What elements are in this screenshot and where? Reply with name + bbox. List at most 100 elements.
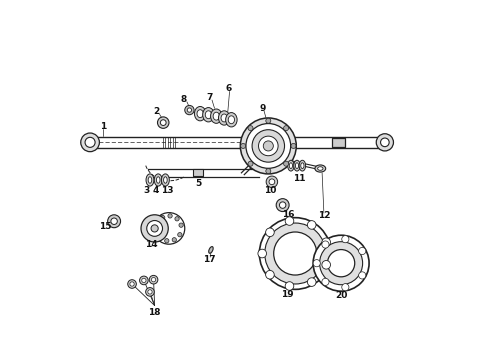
Ellipse shape — [228, 116, 235, 124]
Text: 20: 20 — [336, 291, 348, 300]
Text: 5: 5 — [195, 179, 201, 188]
Ellipse shape — [197, 110, 203, 118]
Circle shape — [158, 235, 162, 239]
Circle shape — [140, 276, 148, 285]
Circle shape — [322, 238, 331, 247]
Circle shape — [246, 123, 291, 168]
Circle shape — [266, 176, 278, 188]
Circle shape — [160, 120, 166, 126]
Circle shape — [266, 118, 271, 123]
Circle shape — [168, 214, 172, 218]
Text: 7: 7 — [206, 93, 212, 102]
Circle shape — [157, 117, 169, 129]
Circle shape — [307, 221, 316, 229]
Circle shape — [148, 290, 152, 294]
Bar — [194, 169, 203, 176]
Text: 8: 8 — [181, 95, 187, 104]
Circle shape — [108, 215, 121, 228]
Text: 14: 14 — [146, 240, 158, 249]
Ellipse shape — [288, 160, 294, 171]
Ellipse shape — [209, 247, 213, 253]
Circle shape — [269, 179, 275, 185]
Text: 4: 4 — [153, 186, 159, 195]
Ellipse shape — [315, 165, 326, 172]
Ellipse shape — [164, 177, 167, 183]
Circle shape — [142, 278, 146, 283]
Circle shape — [130, 282, 134, 286]
Circle shape — [381, 138, 389, 147]
Text: 2: 2 — [153, 107, 159, 116]
Circle shape — [279, 202, 286, 208]
Circle shape — [252, 130, 285, 162]
Circle shape — [342, 235, 349, 243]
Circle shape — [155, 221, 160, 225]
Ellipse shape — [301, 163, 304, 168]
Ellipse shape — [148, 177, 152, 183]
Ellipse shape — [295, 163, 298, 168]
Ellipse shape — [299, 160, 306, 171]
Circle shape — [111, 218, 117, 225]
Circle shape — [291, 143, 296, 148]
Ellipse shape — [289, 163, 293, 168]
Circle shape — [284, 161, 289, 166]
Ellipse shape — [211, 109, 222, 123]
Ellipse shape — [195, 107, 206, 121]
Text: 1: 1 — [100, 122, 106, 131]
Circle shape — [266, 228, 274, 237]
Circle shape — [319, 242, 363, 285]
Text: 12: 12 — [318, 211, 330, 220]
Circle shape — [307, 278, 316, 287]
Circle shape — [284, 126, 289, 131]
Circle shape — [359, 247, 366, 255]
Ellipse shape — [203, 108, 214, 122]
Circle shape — [81, 133, 99, 152]
Circle shape — [175, 217, 179, 221]
Circle shape — [141, 215, 168, 242]
Ellipse shape — [318, 167, 323, 170]
Circle shape — [149, 275, 158, 284]
Circle shape — [376, 134, 393, 151]
Circle shape — [240, 118, 296, 174]
Circle shape — [342, 284, 349, 291]
Ellipse shape — [154, 174, 162, 186]
Circle shape — [266, 270, 274, 279]
Circle shape — [285, 217, 294, 225]
Circle shape — [263, 141, 273, 151]
Text: 16: 16 — [282, 210, 294, 219]
Circle shape — [313, 260, 320, 267]
Circle shape — [322, 261, 331, 269]
Circle shape — [313, 235, 369, 291]
Circle shape — [274, 232, 317, 275]
Circle shape — [259, 218, 331, 289]
Ellipse shape — [294, 160, 300, 171]
Circle shape — [172, 238, 176, 242]
Text: 10: 10 — [264, 186, 276, 195]
Circle shape — [165, 239, 169, 243]
Text: 18: 18 — [148, 308, 161, 317]
Circle shape — [241, 143, 245, 148]
Circle shape — [151, 278, 156, 282]
Circle shape — [248, 126, 253, 131]
Circle shape — [154, 229, 159, 233]
Circle shape — [178, 233, 182, 237]
Text: 3: 3 — [143, 186, 149, 195]
Circle shape — [327, 249, 355, 277]
Circle shape — [265, 223, 326, 284]
Circle shape — [266, 168, 271, 174]
Circle shape — [359, 272, 366, 279]
Circle shape — [151, 225, 158, 232]
Ellipse shape — [213, 112, 220, 120]
Bar — [332, 138, 344, 147]
Ellipse shape — [219, 111, 230, 125]
Ellipse shape — [205, 111, 212, 119]
Text: 13: 13 — [161, 186, 173, 195]
Text: 9: 9 — [259, 104, 266, 113]
Circle shape — [259, 136, 278, 156]
Ellipse shape — [225, 113, 237, 127]
Circle shape — [322, 278, 329, 285]
Circle shape — [285, 282, 294, 290]
Circle shape — [276, 199, 289, 212]
Ellipse shape — [146, 174, 154, 186]
Circle shape — [258, 249, 267, 258]
Text: 15: 15 — [99, 222, 111, 231]
